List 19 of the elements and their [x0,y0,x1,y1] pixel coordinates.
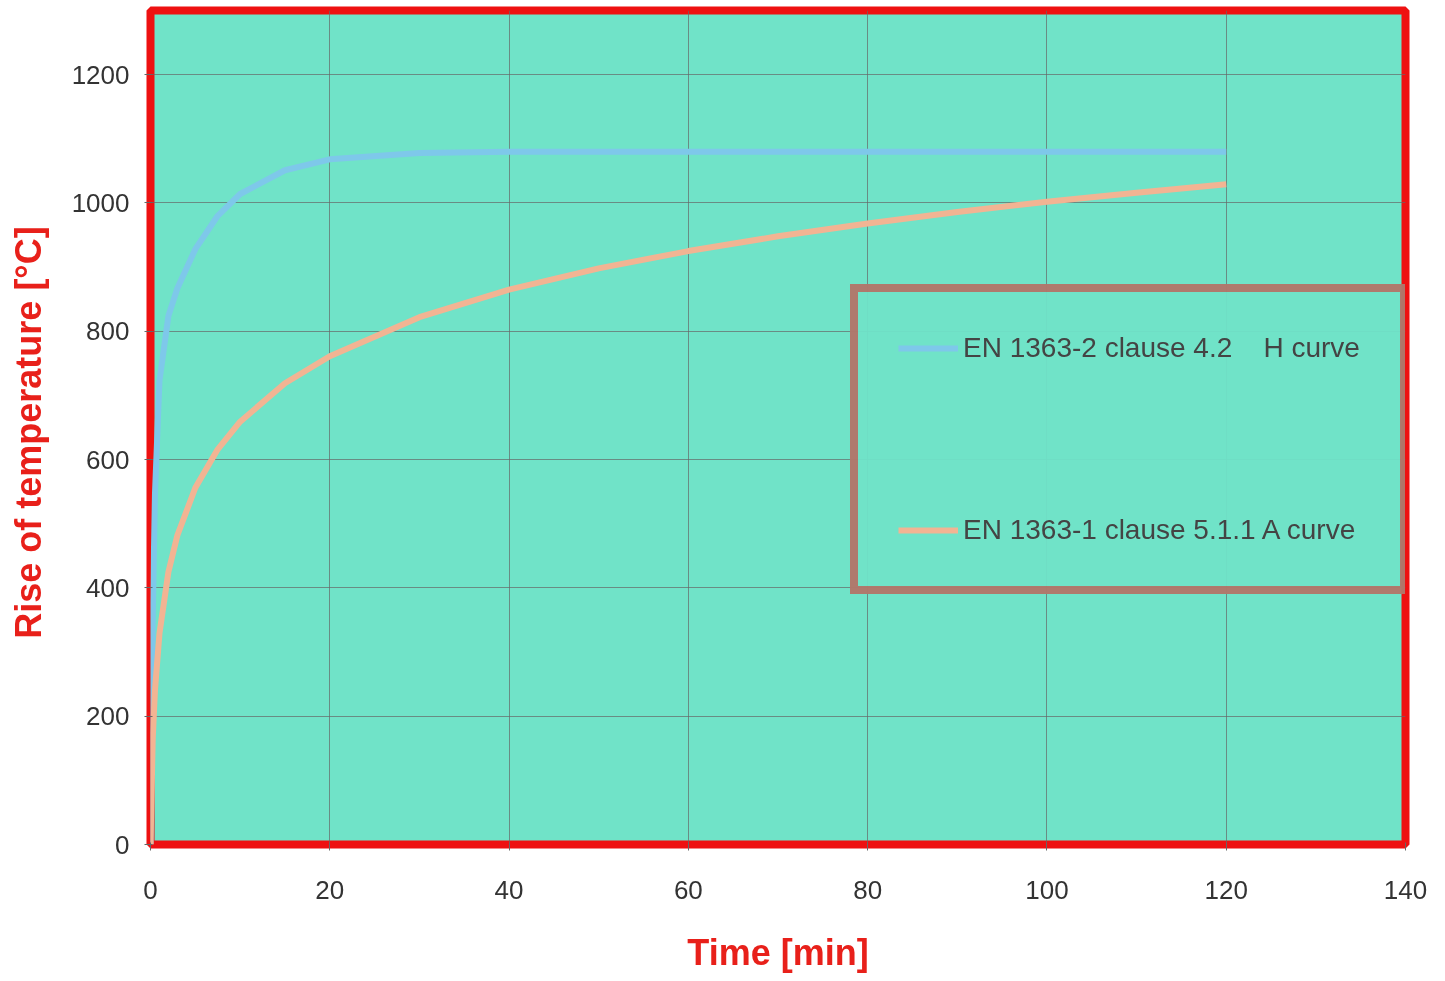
y-tick-label: 0 [115,829,130,860]
y-tick-label: 400 [86,572,130,603]
y-axis-title: Rise of temperature [°C] [7,226,49,639]
y-tick-label: 800 [86,316,130,347]
x-tick-label: 40 [494,874,524,905]
y-tick-label: 1200 [71,59,130,90]
y-tick-label: 1000 [71,187,130,218]
x-tick-label: 80 [853,874,883,905]
x-tick-label: 140 [1383,874,1428,905]
x-tick-label: 20 [315,874,345,905]
legend-label: EN 1363-1 clause 5.1.1 A curve [963,514,1356,546]
y-tick-label: 200 [86,701,130,732]
legend-label: EN 1363-2 clause 4.2 H curve [963,332,1360,364]
x-axis-title: Time [min] [687,931,869,973]
x-tick-label: 0 [143,874,158,905]
y-tick-label: 600 [86,444,130,475]
x-tick-label: 60 [673,874,703,905]
x-tick-label: 120 [1204,874,1248,905]
x-tick-label: 100 [1025,874,1069,905]
